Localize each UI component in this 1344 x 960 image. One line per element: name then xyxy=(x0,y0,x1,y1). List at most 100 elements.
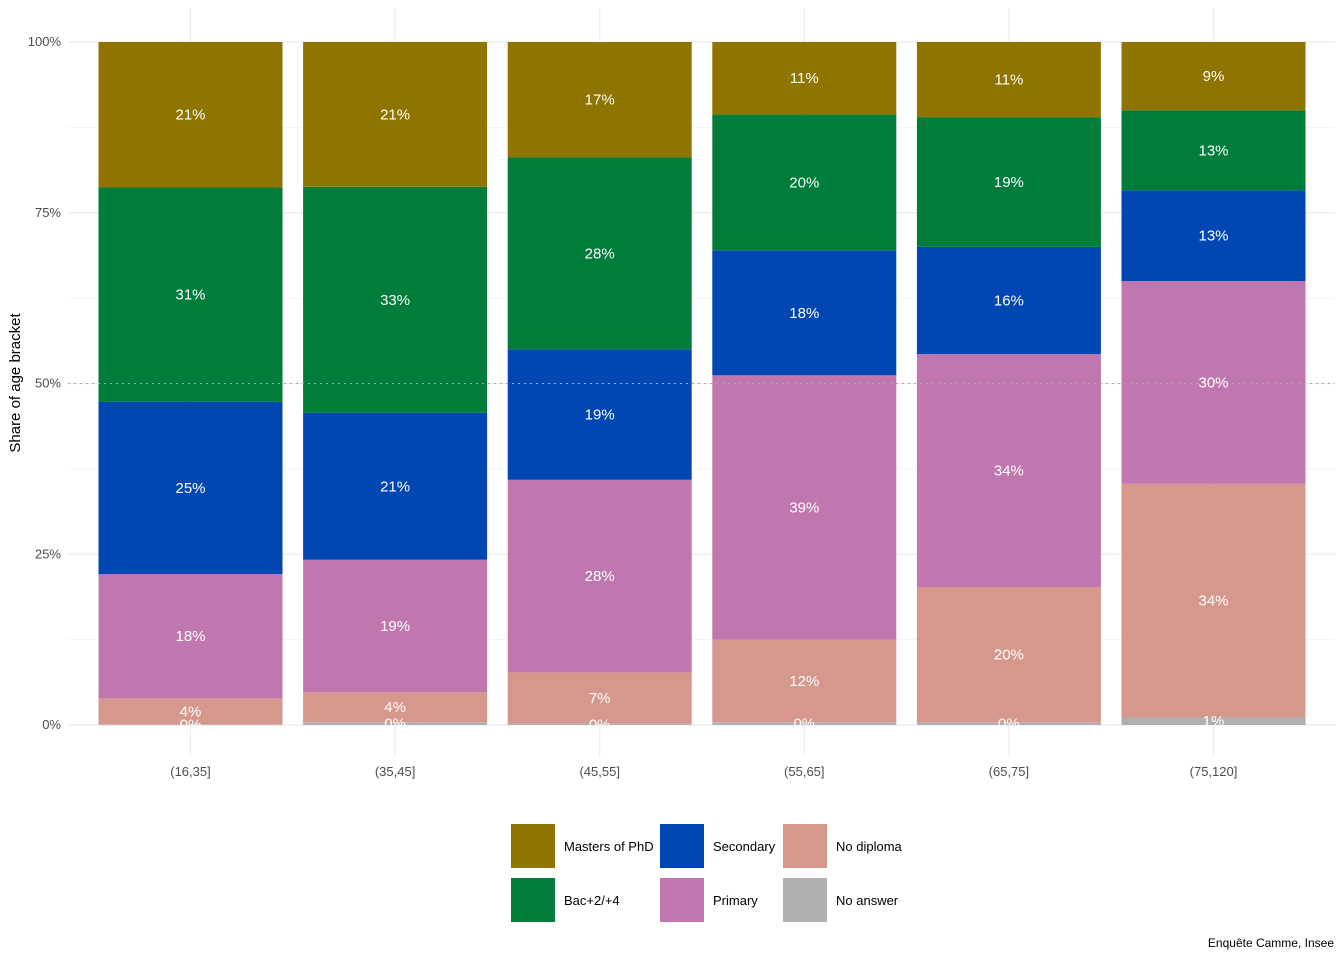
bar-segment xyxy=(98,574,283,699)
bar-segment xyxy=(98,724,283,725)
bar-segment xyxy=(303,692,488,723)
bar-value-label: 13% xyxy=(1198,228,1228,245)
bar-labels: 0%4%18%25%31%21%0%4%19%21%33%21%0%7%28%1… xyxy=(175,68,1228,734)
bar-segment xyxy=(1121,483,1306,718)
bar-value-label: 11% xyxy=(994,72,1023,89)
bar-segment xyxy=(712,42,897,115)
x-axis-ticks: (16,35] (35,45] (45,55] (55,65] (65,75] (75,1… xyxy=(170,764,1237,779)
bar-value-label: 0% xyxy=(180,717,202,734)
bar-segment xyxy=(303,186,488,413)
legend-label: No diploma xyxy=(836,839,903,854)
bar-segment xyxy=(1121,717,1306,725)
bar-segment xyxy=(712,639,897,723)
bar-value-label: 20% xyxy=(789,174,819,191)
bar-value-label: 7% xyxy=(589,690,611,707)
bar-value-label: 21% xyxy=(175,107,205,124)
bar-value-label: 0% xyxy=(793,716,815,733)
legend-key xyxy=(511,878,555,922)
legend-key xyxy=(511,824,555,868)
bar-segment xyxy=(916,117,1101,247)
y-tick-label: 50% xyxy=(35,376,61,391)
legend: Masters of PhD Bac+2/+4 Secondary Primary No… xyxy=(511,824,903,922)
x-tick-label: (35,45] xyxy=(375,764,415,779)
bar-segment xyxy=(916,246,1101,355)
bar-value-label: 34% xyxy=(994,463,1024,480)
bar-value-label: 13% xyxy=(1198,142,1228,159)
bar-value-label: 21% xyxy=(380,478,410,495)
bar-segment xyxy=(1121,110,1306,191)
bar-segment xyxy=(98,42,283,188)
bar-value-label: 19% xyxy=(585,407,615,424)
bar-value-label: 21% xyxy=(380,106,410,123)
legend-label: Primary xyxy=(713,893,758,908)
bar-segment xyxy=(507,672,692,724)
bar-value-label: 18% xyxy=(175,628,205,645)
bar-segment xyxy=(712,250,897,376)
bar-value-label: 25% xyxy=(175,480,205,497)
bar-value-label: 4% xyxy=(384,699,406,716)
bar-segment xyxy=(916,587,1101,723)
bar-segment xyxy=(1121,190,1306,282)
y-axis-ticks: 0% 25% 50% 75% 100% xyxy=(28,34,62,732)
bar-segment xyxy=(916,42,1101,118)
bar-segment xyxy=(98,401,283,575)
bar-value-label: 1% xyxy=(1203,713,1225,730)
bar-segment xyxy=(712,114,897,251)
bar-segment xyxy=(916,722,1101,725)
legend-key xyxy=(660,878,704,922)
bar-value-label: 0% xyxy=(589,716,611,733)
y-tick-label: 75% xyxy=(35,205,61,220)
bar-segment xyxy=(98,698,283,725)
legend-key xyxy=(783,878,827,922)
legend-key xyxy=(783,824,827,868)
x-tick-label: (75,120] xyxy=(1190,764,1238,779)
bar-segment xyxy=(1121,281,1306,484)
bar-value-label: 28% xyxy=(585,245,615,262)
bar-segment xyxy=(916,354,1101,588)
bar-segment xyxy=(303,559,488,693)
bar-value-label: 11% xyxy=(790,70,819,87)
bar-segment xyxy=(98,187,283,402)
bar-value-label: 0% xyxy=(998,716,1020,733)
bar-value-label: 16% xyxy=(994,293,1024,310)
bar-value-label: 20% xyxy=(994,647,1024,664)
bar-segment xyxy=(303,722,488,725)
bar-segment xyxy=(507,157,692,350)
bar-value-label: 0% xyxy=(384,716,406,733)
bar-value-label: 34% xyxy=(1198,593,1228,610)
legend-label: Bac+2/+4 xyxy=(564,893,620,908)
bar-value-label: 33% xyxy=(380,292,410,309)
x-tick-label: (55,65] xyxy=(784,764,824,779)
bar-segment xyxy=(507,42,692,158)
bar-value-label: 9% xyxy=(1203,68,1225,85)
bar-value-label: 19% xyxy=(994,174,1024,191)
x-tick-label: (16,35] xyxy=(170,764,210,779)
y-tick-label: 0% xyxy=(42,717,61,732)
bar-value-label: 39% xyxy=(789,499,819,516)
bar-segment xyxy=(507,723,692,725)
bar-value-label: 30% xyxy=(1198,374,1228,391)
bar-segment xyxy=(507,479,692,673)
legend-key xyxy=(660,824,704,868)
bar-value-label: 4% xyxy=(180,703,202,720)
bar-segment xyxy=(712,722,897,725)
bar-segment xyxy=(303,412,488,560)
x-tick-label: (65,75] xyxy=(989,764,1029,779)
x-tick-label: (45,55] xyxy=(579,764,619,779)
bars xyxy=(98,42,1306,725)
bar-value-label: 17% xyxy=(585,92,615,109)
legend-label: Secondary xyxy=(713,839,776,854)
bar-value-label: 28% xyxy=(585,568,615,585)
y-axis-title: Share of age bracket xyxy=(7,313,24,453)
bar-segment xyxy=(1121,42,1306,111)
bar-segment xyxy=(507,349,692,480)
bar-value-label: 12% xyxy=(789,673,819,690)
bar-segment xyxy=(712,375,897,640)
caption: Enquête Camme, Insee xyxy=(1208,936,1334,950)
y-tick-label: 25% xyxy=(35,546,61,561)
bar-segment xyxy=(303,42,488,187)
y-tick-label: 100% xyxy=(28,34,62,49)
legend-label: No answer xyxy=(836,893,899,908)
bar-value-label: 19% xyxy=(380,618,410,635)
bar-value-label: 18% xyxy=(789,305,819,322)
